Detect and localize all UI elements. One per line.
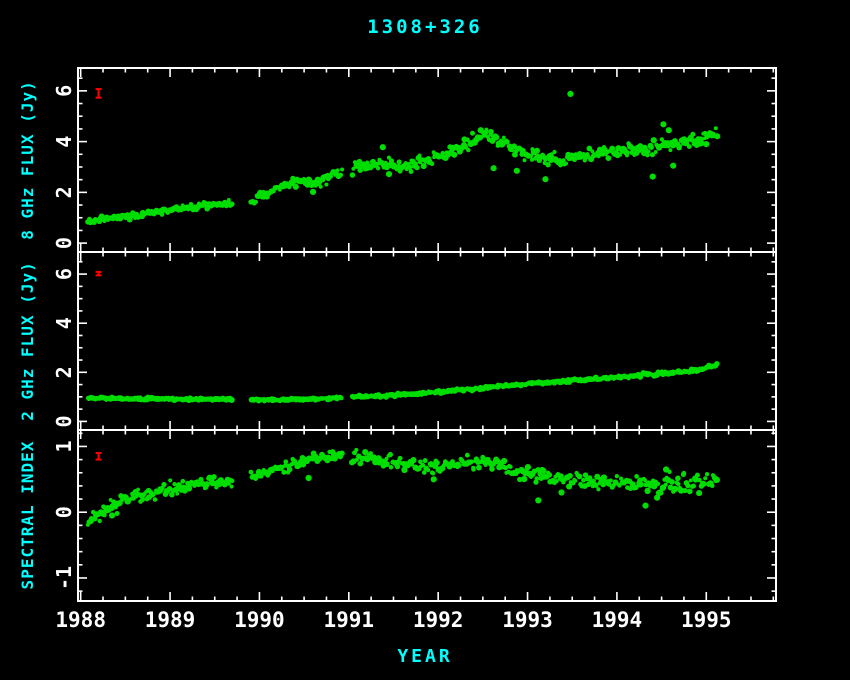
flux8-error-bar — [95, 88, 102, 99]
xtick-label-1988: 1988 — [55, 608, 106, 632]
flux8-ytick-label: 2 — [52, 186, 76, 198]
flux2-frame — [77, 251, 777, 431]
flux2-error-bar — [95, 270, 102, 277]
panel-spectral: -1 0 1 — [52, 429, 777, 602]
flux8-ytick-label: 4 — [52, 136, 76, 148]
flux8-points — [85, 90, 721, 226]
spectral-points — [85, 447, 721, 527]
panel-flux8: 0 2 4 6 — [52, 67, 777, 253]
flux2-ytick-label: 2 — [52, 366, 76, 378]
x-tick-labels: 1988 1989 1990 1991 1992 1993 1994 1995 — [55, 608, 731, 632]
flux2-ticks — [78, 252, 776, 430]
xtick-label-1991: 1991 — [324, 608, 375, 632]
xtick-label-1989: 1989 — [145, 608, 196, 632]
spectral-ticks — [78, 430, 776, 601]
xtick-label-1992: 1992 — [413, 608, 464, 632]
flux2-points — [85, 361, 720, 404]
plot-title: 1308+326 — [367, 16, 483, 38]
spectral-error-bar — [95, 452, 102, 461]
flux2-ytick-label: 6 — [52, 268, 76, 280]
xtick-label-1995: 1995 — [681, 608, 732, 632]
xlabel-year: YEAR — [397, 646, 453, 667]
flux8-ytick-label: 6 — [52, 85, 76, 97]
spectral-ytick-label: -1 — [52, 566, 76, 590]
flux2-ytick-label: 4 — [52, 317, 76, 329]
panel-flux2: 0 2 4 6 — [52, 251, 777, 431]
spectral-ytick-label: 1 — [52, 440, 76, 452]
xtick-label-1993: 1993 — [502, 608, 553, 632]
flux2-ytick-label: 0 — [52, 415, 76, 427]
flux8-ytick-label: 0 — [52, 237, 76, 249]
xtick-label-1990: 1990 — [234, 608, 285, 632]
spectral-frame — [77, 429, 777, 602]
spectral-ytick-label: 0 — [52, 506, 76, 518]
xtick-label-1994: 1994 — [592, 608, 643, 632]
